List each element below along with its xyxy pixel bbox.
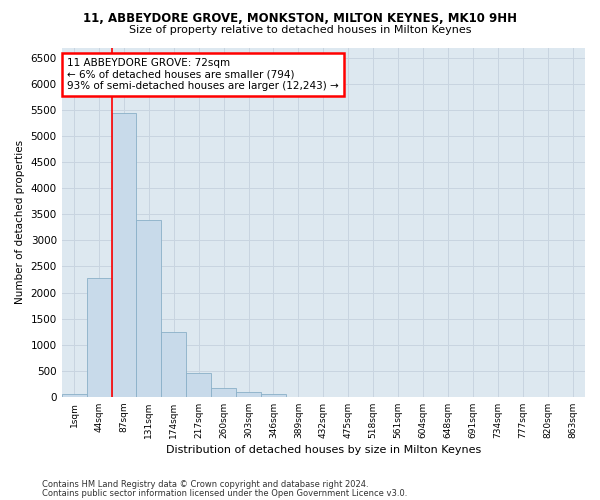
Text: Contains HM Land Registry data © Crown copyright and database right 2024.: Contains HM Land Registry data © Crown c… <box>42 480 368 489</box>
Bar <box>161 332 186 397</box>
Y-axis label: Number of detached properties: Number of detached properties <box>15 140 25 304</box>
Text: Contains public sector information licensed under the Open Government Licence v3: Contains public sector information licen… <box>42 488 407 498</box>
Bar <box>86 278 112 397</box>
Text: 11, ABBEYDORE GROVE, MONKSTON, MILTON KEYNES, MK10 9HH: 11, ABBEYDORE GROVE, MONKSTON, MILTON KE… <box>83 12 517 26</box>
Bar <box>112 112 136 397</box>
Bar <box>186 374 211 397</box>
Bar <box>211 388 236 397</box>
Bar <box>62 394 86 397</box>
Bar <box>136 220 161 397</box>
Text: Size of property relative to detached houses in Milton Keynes: Size of property relative to detached ho… <box>129 25 471 35</box>
X-axis label: Distribution of detached houses by size in Milton Keynes: Distribution of detached houses by size … <box>166 445 481 455</box>
Text: 11 ABBEYDORE GROVE: 72sqm
← 6% of detached houses are smaller (794)
93% of semi-: 11 ABBEYDORE GROVE: 72sqm ← 6% of detach… <box>67 58 338 91</box>
Bar <box>236 392 261 397</box>
Bar <box>261 394 286 397</box>
